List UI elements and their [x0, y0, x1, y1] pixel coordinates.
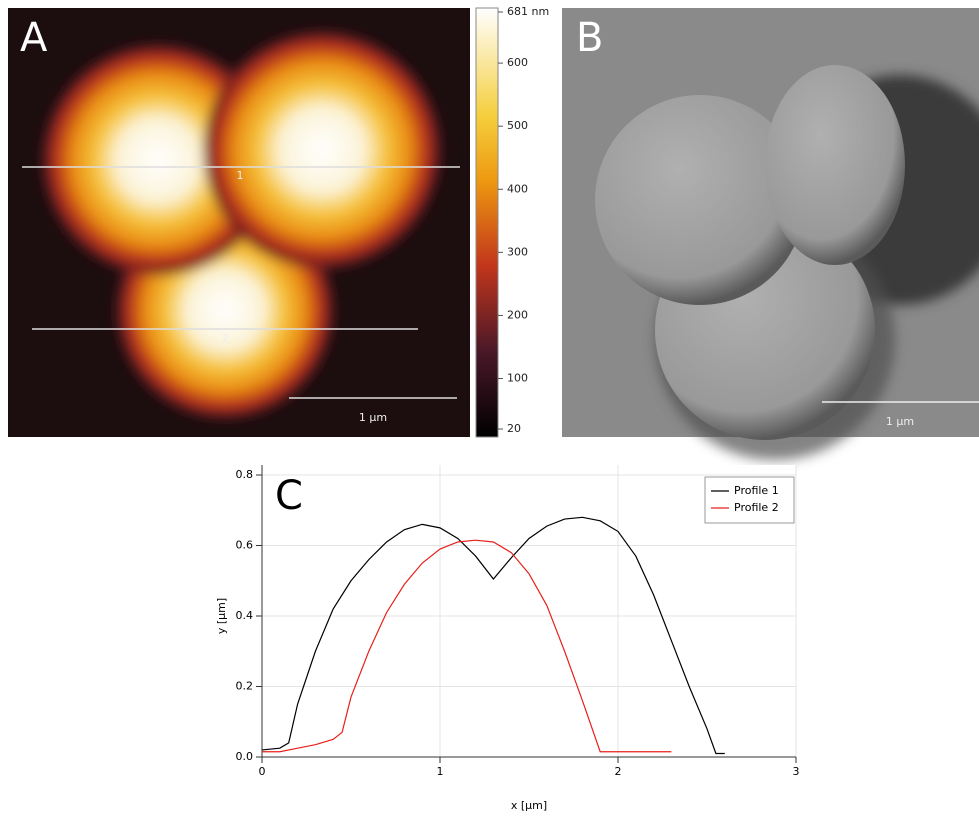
colorbar-label: 20 [507, 422, 521, 435]
y-tick-label: 0.2 [236, 680, 254, 693]
colorbar-label: 300 [507, 245, 528, 258]
y-tick-label: 0.8 [236, 468, 254, 481]
colorbar-label: 100 [507, 372, 528, 385]
profile-label: 1 [237, 169, 244, 182]
profile-label: 2 [222, 332, 229, 345]
x-tick-label: 2 [615, 765, 622, 778]
scale-label: 1 µm [886, 415, 914, 428]
x-tick-label: 1 [437, 765, 444, 778]
colorbar-label: 681 nm [507, 5, 549, 18]
colorbar-label: 400 [507, 182, 528, 195]
figure: 1 2 1 µm A 1 µm B C x [µm] y [µm] 681 nm… [0, 0, 979, 816]
colorbar-label: 500 [507, 119, 528, 132]
panel-label: C [275, 473, 303, 519]
panel-label: B [576, 15, 603, 61]
y-tick-label: 0.0 [236, 750, 254, 763]
x-tick-label: 0 [259, 765, 266, 778]
y-tick-label: 0.6 [236, 539, 254, 552]
legend-label: Profile 2 [734, 501, 779, 514]
y-axis-label: y [µm] [215, 598, 228, 634]
x-axis-label: x [µm] [511, 799, 547, 812]
panel-label: A [20, 15, 48, 61]
legend-label: Profile 1 [734, 484, 779, 497]
colorbar-label: 600 [507, 56, 528, 69]
scale-label: 1 µm [359, 411, 387, 424]
colorbar [476, 8, 498, 437]
y-tick-label: 0.4 [236, 609, 254, 622]
colorbar-label: 200 [507, 308, 528, 321]
x-tick-label: 3 [793, 765, 800, 778]
